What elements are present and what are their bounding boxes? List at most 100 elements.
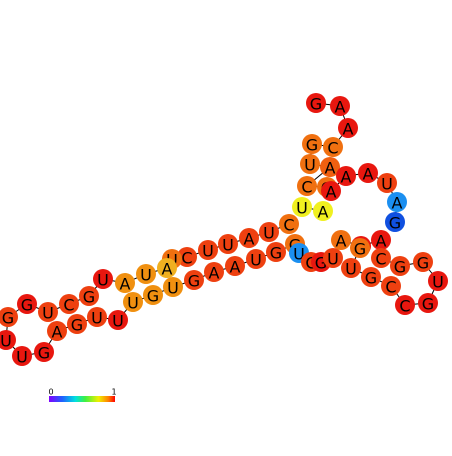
nucleotide-circle (198, 240, 218, 260)
nucleotide-label: A (363, 165, 374, 184)
nucleotide-circle (330, 96, 350, 116)
nucleotide-label: U (381, 175, 393, 194)
nucleotide-circle (313, 201, 333, 221)
nucleotide-label: C (327, 139, 338, 158)
nucleotide: G (385, 212, 405, 233)
nucleotide-circle (418, 293, 438, 313)
nucleotide-label: U (112, 312, 124, 331)
nucleotide: G (306, 93, 326, 114)
nucleotide-circle (143, 285, 163, 305)
nucleotide-label: U (0, 332, 12, 351)
nucleotide-label: C (385, 278, 396, 297)
nucleotide: C (297, 176, 317, 197)
nucleotide-circle (338, 118, 358, 138)
nucleotide-label: G (21, 296, 33, 315)
nucleotide: U (108, 310, 128, 331)
nucleotide-circle (38, 302, 58, 322)
nucleotide-circle (157, 258, 177, 278)
nucleotide-circle (115, 273, 135, 293)
nucleotide: A (47, 321, 67, 342)
nucleotide-label: G (389, 214, 401, 233)
nucleotide-label: U (222, 236, 234, 255)
nucleotide: U (300, 154, 320, 175)
nucleotide-circle (108, 310, 128, 330)
nucleotides: GAACGUACGAAAUAGUACUAUUCUAUAUGCUGGUUGAGUU… (0, 93, 448, 367)
nucleotide-label: U (293, 245, 305, 264)
nucleotide-label: C (375, 250, 386, 269)
nucleotide-label: C (305, 254, 316, 273)
nucleotide-circle (341, 258, 361, 278)
nucleotide-label: C (283, 216, 294, 235)
nucleotide-label: G (422, 295, 434, 314)
nucleotide-circle (136, 264, 156, 284)
nucleotide: C (371, 248, 391, 269)
colorbar-min: 0 (48, 388, 53, 397)
nucleotide-circle (218, 234, 238, 254)
nucleotide: A (371, 230, 391, 251)
nucleotide-circle (385, 212, 405, 232)
nucleotide: A (204, 262, 224, 283)
nucleotide-circle (292, 197, 312, 217)
nucleotide-label: A (52, 323, 63, 342)
nucleotide: G (0, 307, 18, 328)
nucleotide: U (136, 264, 156, 285)
nucleotide: G (79, 286, 99, 307)
nucleotide-label: U (202, 242, 214, 261)
nucleotide-circle (336, 166, 356, 186)
nucleotide-circle (163, 277, 183, 297)
nucleotide-circle (361, 267, 381, 287)
nucleotide: U (93, 269, 113, 290)
nucleotide-circle (34, 342, 54, 362)
nucleotide: A (331, 230, 351, 251)
nucleotide: C (381, 276, 401, 297)
nucleotide: U (87, 307, 107, 328)
nucleotide: U (12, 346, 32, 367)
nucleotide: U (292, 197, 312, 218)
nucleotide-label: A (376, 232, 387, 251)
nucleotide-label: G (83, 288, 95, 307)
nucleotide: A (336, 166, 356, 187)
nucleotide: G (34, 342, 54, 363)
nucleotide-circle (123, 292, 143, 312)
nucleotide-label: G (147, 287, 159, 306)
nucleotide: A (330, 96, 350, 117)
nucleotide: U (246, 249, 266, 270)
nucleotide: A (387, 192, 407, 213)
nucleotide-label: A (341, 168, 352, 187)
nucleotide-circle (59, 294, 79, 314)
nucleotide: C (177, 247, 197, 268)
nucleotide: U (341, 258, 361, 279)
nucleotide-circle (47, 321, 67, 341)
nucleotide-circle (266, 242, 286, 262)
nucleotide-circle (306, 93, 326, 113)
nucleotide-circle (246, 249, 266, 269)
nucleotide: G (302, 134, 322, 155)
nucleotide-label: A (244, 230, 255, 249)
nucleotide-label: G (188, 272, 200, 291)
nucleotide-label: U (345, 260, 357, 279)
nucleotide-circle (302, 134, 322, 154)
nucleotide-label: G (354, 240, 366, 259)
nucleotide: U (377, 173, 397, 194)
nucleotide: A (225, 256, 245, 277)
nucleotide-label: G (270, 244, 282, 263)
nucleotide-circle (12, 346, 32, 366)
nucleotide-circle (79, 286, 99, 306)
nucleotide-circle (87, 307, 107, 327)
nucleotide-label: U (140, 266, 152, 285)
nucleotide-label: U (167, 279, 179, 298)
nucleotide: C (59, 294, 79, 315)
nucleotide-circle (0, 330, 16, 350)
nucleotide: A (320, 157, 340, 178)
nucleotide: U (198, 240, 218, 261)
nucleotide-label: C (399, 297, 410, 316)
nucleotide: C (395, 295, 415, 316)
nucleotide-circle (390, 256, 410, 276)
nucleotide-circle (17, 294, 37, 314)
nucleotide-label: U (432, 273, 444, 292)
nucleotide: C (279, 214, 299, 235)
nucleotide-circle (358, 163, 378, 183)
nucleotide: G (184, 270, 204, 291)
nucleotide: U (428, 271, 448, 292)
nucleotide-circle (413, 252, 433, 272)
